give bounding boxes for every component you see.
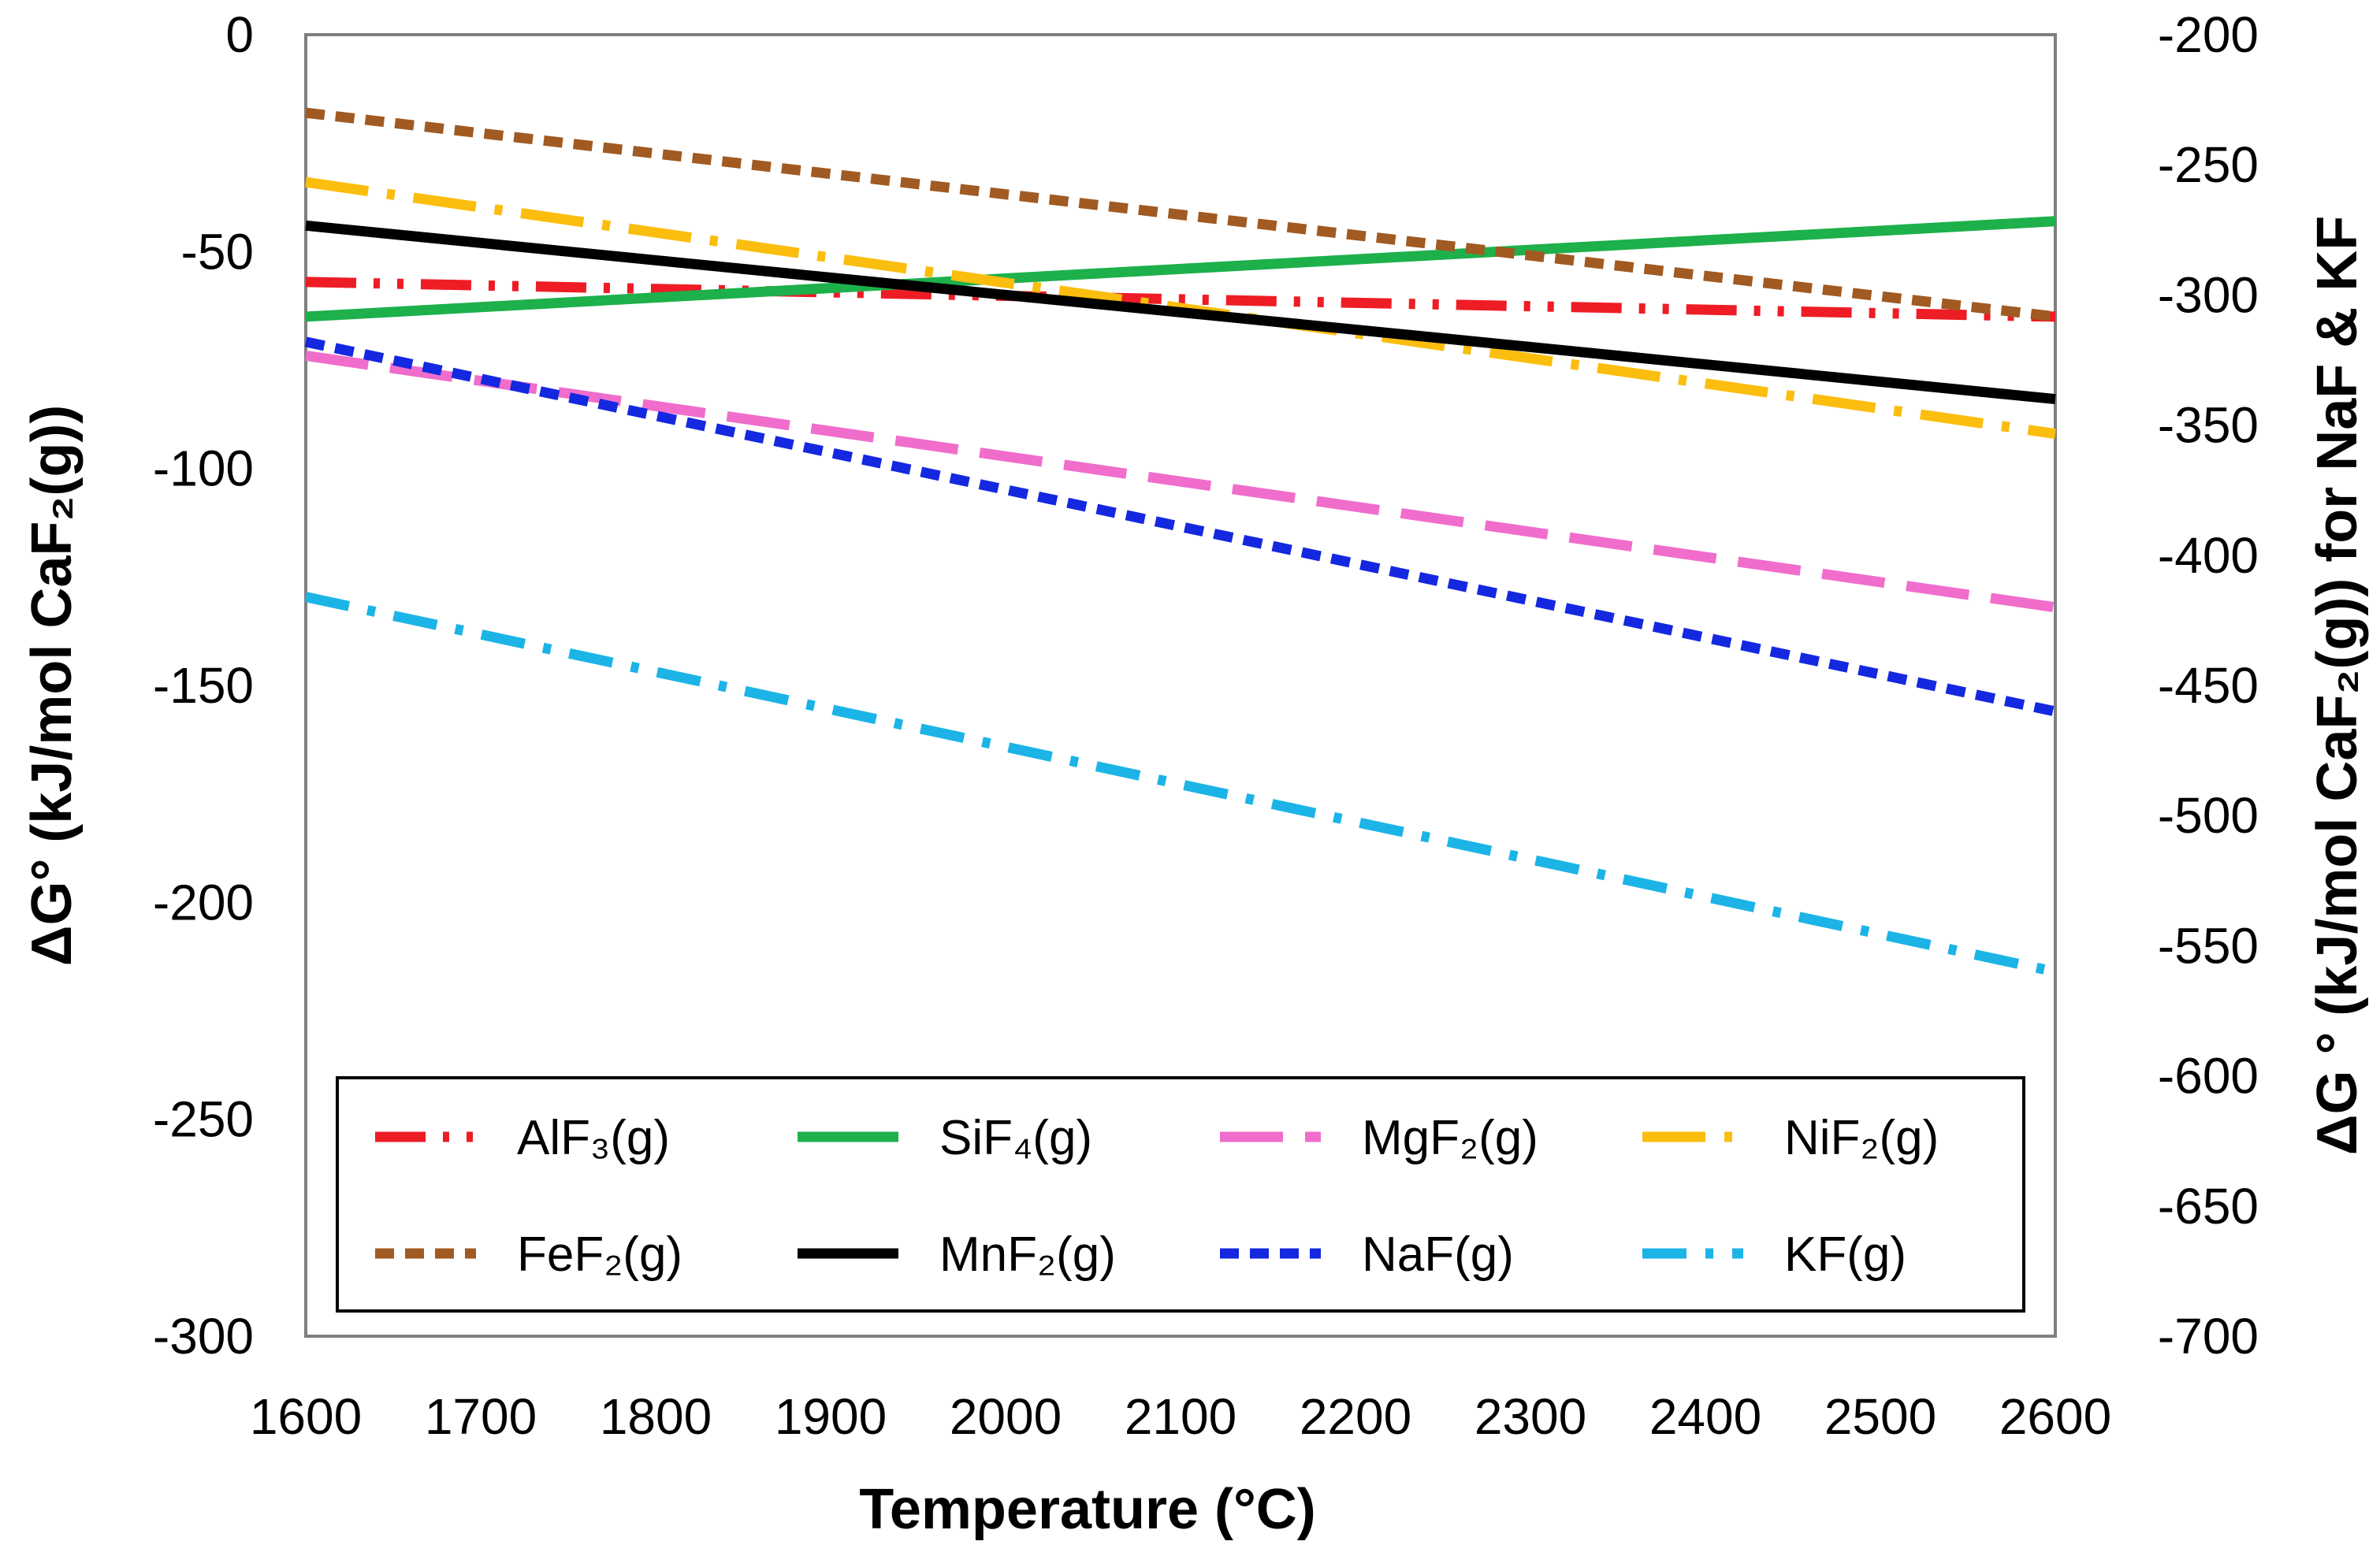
y-tick-label-left: -50 bbox=[181, 223, 255, 280]
y-tick-label-right: -250 bbox=[2158, 136, 2259, 193]
series-line-5 bbox=[305, 220, 2056, 405]
legend-label: NiF₂(g) bbox=[1784, 1111, 1939, 1165]
legend-label: SiF₄(g) bbox=[939, 1111, 1092, 1165]
legend-label: AlF₃(g) bbox=[517, 1111, 670, 1165]
x-tick-label: 2100 bbox=[1125, 1388, 1236, 1445]
legend-label: MgF₂(g) bbox=[1362, 1111, 1538, 1165]
x-axis-title: Temperature (°C) bbox=[859, 1478, 1316, 1541]
y-tick-label-right: -600 bbox=[2158, 1048, 2259, 1105]
y-tick-label-left: -200 bbox=[153, 874, 254, 930]
legend-label: FeF₂(g) bbox=[517, 1227, 682, 1282]
x-tick-label: 1600 bbox=[250, 1388, 362, 1445]
series-line-1 bbox=[305, 216, 2056, 322]
legend-label: MnF₂(g) bbox=[939, 1227, 1116, 1282]
series-line-4 bbox=[305, 107, 2056, 322]
x-tick-label: 1700 bbox=[425, 1388, 537, 1445]
y-axis-right-ticks: -200 -250 -300 -350 -400 -450 -500 -550 -600 -650… bbox=[2158, 6, 2259, 1365]
legend: AlF₃(g) SiF₄(g) MgF₂(g) NiF₂(g) FeF₂(g) MnF₂(… bbox=[336, 1076, 2025, 1313]
y-tick-label-right: -550 bbox=[2158, 917, 2259, 974]
y-tick-label-right: -400 bbox=[2158, 527, 2259, 584]
legend-box bbox=[336, 1076, 2025, 1313]
y-tick-label-right: -500 bbox=[2158, 787, 2259, 844]
y-tick-label-right: -650 bbox=[2158, 1178, 2259, 1235]
x-tick-label: 2600 bbox=[1999, 1388, 2111, 1445]
x-axis-ticks: 1600 1700 1800 1900 2000 2100 2200 2300 2400 2500… bbox=[250, 1388, 2111, 1445]
series-line-7 bbox=[304, 592, 2057, 977]
legend-label: NaF(g) bbox=[1362, 1227, 1514, 1282]
x-tick-label: 1900 bbox=[775, 1388, 887, 1445]
x-tick-label: 2300 bbox=[1474, 1388, 1586, 1445]
series-group bbox=[304, 107, 2057, 977]
x-tick-label: 2500 bbox=[1824, 1388, 1936, 1445]
y-tick-label-left: -300 bbox=[153, 1308, 254, 1365]
x-tick-label: 2400 bbox=[1649, 1388, 1761, 1445]
y-tick-label-right: -700 bbox=[2158, 1308, 2259, 1365]
y-tick-label-right: -300 bbox=[2158, 266, 2259, 323]
series-line-2 bbox=[305, 351, 2056, 613]
x-tick-label: 2000 bbox=[950, 1388, 1062, 1445]
x-tick-label: 2200 bbox=[1300, 1388, 1411, 1445]
series-line-0 bbox=[305, 277, 2056, 322]
y-tick-label-left: 0 bbox=[225, 6, 254, 63]
y-tick-label-left: -250 bbox=[153, 1091, 254, 1148]
y-tick-label-left: -150 bbox=[153, 657, 254, 714]
y-tick-label-left: -100 bbox=[153, 440, 254, 497]
y-tick-label-right: -200 bbox=[2158, 6, 2259, 63]
y-tick-label-right: -450 bbox=[2158, 657, 2259, 714]
y-axis-left-title: ΔG° (kJ/mol CaF₂(g)) bbox=[20, 405, 84, 967]
y-axis-left-ticks: 0 -50 -100 -150 -200 -250 -300 bbox=[153, 6, 254, 1365]
legend-label: KF(g) bbox=[1784, 1227, 1906, 1282]
y-axis-right-title: ΔG ° (kJ/mol CaF₂(g)) for NaF & KF bbox=[2306, 216, 2369, 1156]
x-tick-label: 1800 bbox=[600, 1388, 712, 1445]
legend-items: AlF₃(g) SiF₄(g) MgF₂(g) NiF₂(g) FeF₂(g) MnF₂(… bbox=[375, 1111, 1939, 1282]
y-tick-label-right: -350 bbox=[2158, 397, 2259, 454]
